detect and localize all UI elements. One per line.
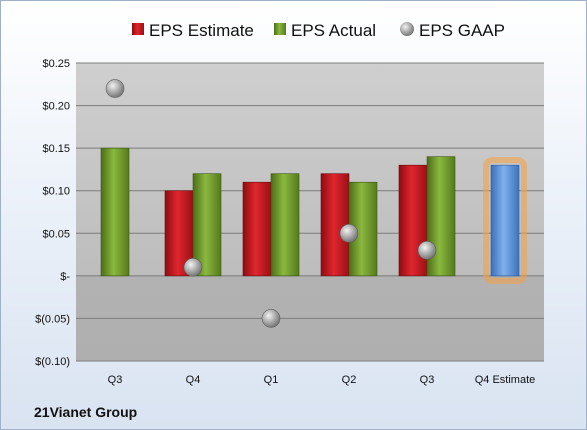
- y-tick-label: $0.25: [42, 58, 70, 70]
- legend-label-eps-estimate: EPS Estimate: [149, 21, 254, 40]
- gaap-markers: [105, 79, 437, 328]
- x-tick-label: Q3: [108, 374, 123, 386]
- y-axis: $0.25 $0.20 $0.15 $0.10 $0.05 $- $(0.05) $(0.10…: [35, 58, 70, 368]
- y-tick-label: $0.05: [42, 228, 70, 240]
- bar-eps-estimate-forecast: [490, 164, 520, 277]
- x-tick-label: Q1: [264, 374, 279, 386]
- y-tick-label: $0.20: [42, 101, 70, 113]
- x-tick-label: Q3: [420, 374, 435, 386]
- y-tick-label: $0.15: [42, 143, 70, 155]
- legend-label-eps-actual: EPS Actual: [291, 21, 376, 40]
- bar-eps-estimate: [320, 173, 350, 277]
- bar-eps-actual: [100, 147, 130, 277]
- bar-eps-actual: [192, 173, 222, 277]
- marker-eps-gaap: [339, 223, 359, 243]
- marker-eps-gaap: [417, 241, 437, 260]
- legend-label-eps-gaap: EPS GAAP: [419, 21, 505, 40]
- company-name: 21Vianet Group: [34, 404, 137, 420]
- y-tick-label: $-: [60, 271, 70, 283]
- y-tick-label: $0.10: [42, 186, 70, 198]
- legend-swatch-eps-gaap: [400, 22, 414, 36]
- legend-swatch-eps-actual: [274, 23, 286, 35]
- bars: [100, 147, 527, 284]
- x-tick-label: Q2: [342, 374, 357, 386]
- x-tick-label: Q4: [186, 374, 201, 386]
- bar-eps-estimate: [398, 164, 428, 277]
- legend: EPS Estimate EPS Actual EPS GAAP: [132, 21, 505, 40]
- marker-eps-gaap: [105, 79, 125, 98]
- gridlines: [76, 62, 544, 362]
- y-tick-label: $(0.10): [35, 356, 70, 368]
- legend-swatch-eps-estimate: [132, 23, 144, 35]
- marker-eps-gaap: [183, 258, 203, 277]
- bar-eps-estimate: [242, 181, 272, 277]
- marker-eps-gaap: [261, 309, 281, 328]
- x-tick-label: Q4 Estimate: [475, 374, 536, 386]
- x-axis: Q3 Q4 Q1 Q2 Q3 Q4 Estimate: [108, 374, 536, 386]
- bar-eps-actual: [270, 173, 300, 277]
- forecast-highlight: [483, 157, 527, 284]
- y-tick-label: $(0.05): [35, 313, 70, 325]
